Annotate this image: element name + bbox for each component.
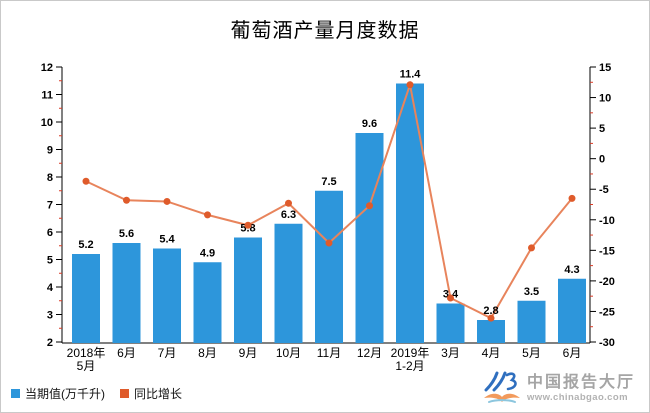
right-axis-tick-label: 5: [599, 123, 605, 135]
bar-value-label: 4.9: [200, 247, 215, 259]
line-marker: [163, 197, 171, 205]
right-axis-tick-label: 15: [599, 62, 611, 74]
legend-swatch-bar: [11, 389, 20, 398]
bar: [153, 248, 181, 343]
x-axis-label: 5月: [522, 346, 541, 360]
bar-value-label: 5.4: [159, 234, 175, 246]
right-axis-tick-label: 10: [599, 93, 611, 105]
line-marker: [123, 196, 130, 204]
right-axis-tick-label: -20: [599, 276, 615, 288]
bar: [72, 254, 100, 343]
line-marker: [244, 221, 252, 229]
line-marker: [325, 239, 333, 247]
bar-value-label: 6.3: [281, 209, 296, 221]
left-axis-tick-label: 4: [47, 282, 54, 294]
x-axis-label: 6月: [563, 346, 582, 360]
brand-watermark: 中国报告大厅 www.chinabgao.com: [482, 371, 635, 407]
right-axis-tick-label: -30: [599, 337, 615, 349]
bar: [436, 303, 465, 343]
right-axis-tick-label: 0: [599, 154, 605, 166]
left-axis-tick-label: 2: [47, 337, 53, 349]
bar: [112, 243, 141, 343]
right-axis-tick-label: -10: [599, 215, 615, 227]
left-axis-tick-label: 8: [47, 172, 53, 184]
legend-item-current-value: 当期值(万千升): [11, 385, 105, 402]
bar: [517, 300, 546, 343]
left-axis-tick-label: 12: [41, 62, 53, 74]
line-marker: [285, 199, 292, 207]
bar: [274, 223, 303, 343]
legend-label-bar: 当期值(万千升): [25, 387, 105, 401]
x-axis-label: 4月: [482, 346, 501, 360]
x-axis-label: 8月: [198, 346, 217, 360]
right-axis-tick-label: -5: [599, 184, 609, 196]
line-marker: [204, 211, 211, 219]
left-axis-tick-label: 5: [47, 255, 53, 267]
x-axis-label: 7月: [158, 346, 177, 360]
line-marker: [366, 202, 373, 210]
bar-value-label: 11.4: [400, 69, 422, 81]
bar-value-label: 5.2: [78, 239, 93, 251]
brand-url: www.chinabgao.com: [526, 391, 628, 403]
left-axis-tick-label: 9: [47, 145, 53, 157]
left-axis-tick-label: 6: [47, 227, 53, 239]
bar-value-label: 3.4: [443, 289, 459, 301]
brand-name: 中国报告大厅: [526, 374, 635, 392]
left-axis-tick-label: 10: [41, 117, 53, 129]
left-axis-tick-label: 7: [47, 200, 53, 212]
x-axis-label: 11月: [317, 346, 341, 360]
line-marker: [487, 314, 495, 322]
bar-value-label: 9.6: [362, 118, 377, 130]
bar: [193, 262, 222, 343]
line-marker: [528, 244, 535, 252]
legend-item-yoy-growth: 同比增长: [120, 385, 182, 402]
left-axis-tick-label: 3: [47, 310, 53, 322]
bar-value-label: 7.5: [321, 176, 336, 188]
x-axis-label: 6月: [117, 346, 136, 360]
line-marker: [447, 294, 454, 302]
line-marker: [406, 81, 414, 89]
bar: [477, 320, 505, 343]
bar: [315, 190, 343, 343]
legend: 当期值(万千升) 同比增长: [11, 385, 182, 402]
right-axis-tick-label: -25: [599, 306, 615, 318]
line-marker: [82, 177, 90, 185]
bar: [355, 133, 384, 343]
bar: [234, 237, 262, 343]
x-axis-label: 10月: [276, 346, 301, 360]
brand-text: 中国报告大厅 www.chinabgao.com: [526, 374, 635, 403]
legend-label-line: 同比增长: [134, 387, 183, 401]
bar: [396, 83, 424, 343]
x-axis-label: 9月: [239, 346, 258, 360]
bar-value-label: 5.6: [119, 228, 134, 240]
x-axis-label: 12月: [357, 346, 382, 360]
right-axis-tick-label: -15: [599, 245, 615, 257]
x-axis-label: 2018年: [67, 346, 106, 360]
bar-value-label: 2.8: [483, 305, 498, 317]
x-axis-label: 2019年: [391, 346, 430, 360]
x-axis-label: 1-2月: [395, 359, 424, 373]
line-marker: [568, 194, 576, 202]
x-axis-label: 5月: [77, 359, 96, 373]
legend-swatch-line: [120, 389, 129, 398]
chinabgao-logo-icon: [483, 371, 520, 403]
x-axis-label: 3月: [441, 346, 460, 360]
bar: [558, 278, 586, 343]
chart-title: 葡萄酒产量月度数据: [230, 20, 420, 42]
left-axis-tick-label: 11: [41, 90, 53, 102]
bar-value-label: 4.3: [564, 264, 579, 276]
bar-value-label: 3.5: [524, 286, 539, 298]
